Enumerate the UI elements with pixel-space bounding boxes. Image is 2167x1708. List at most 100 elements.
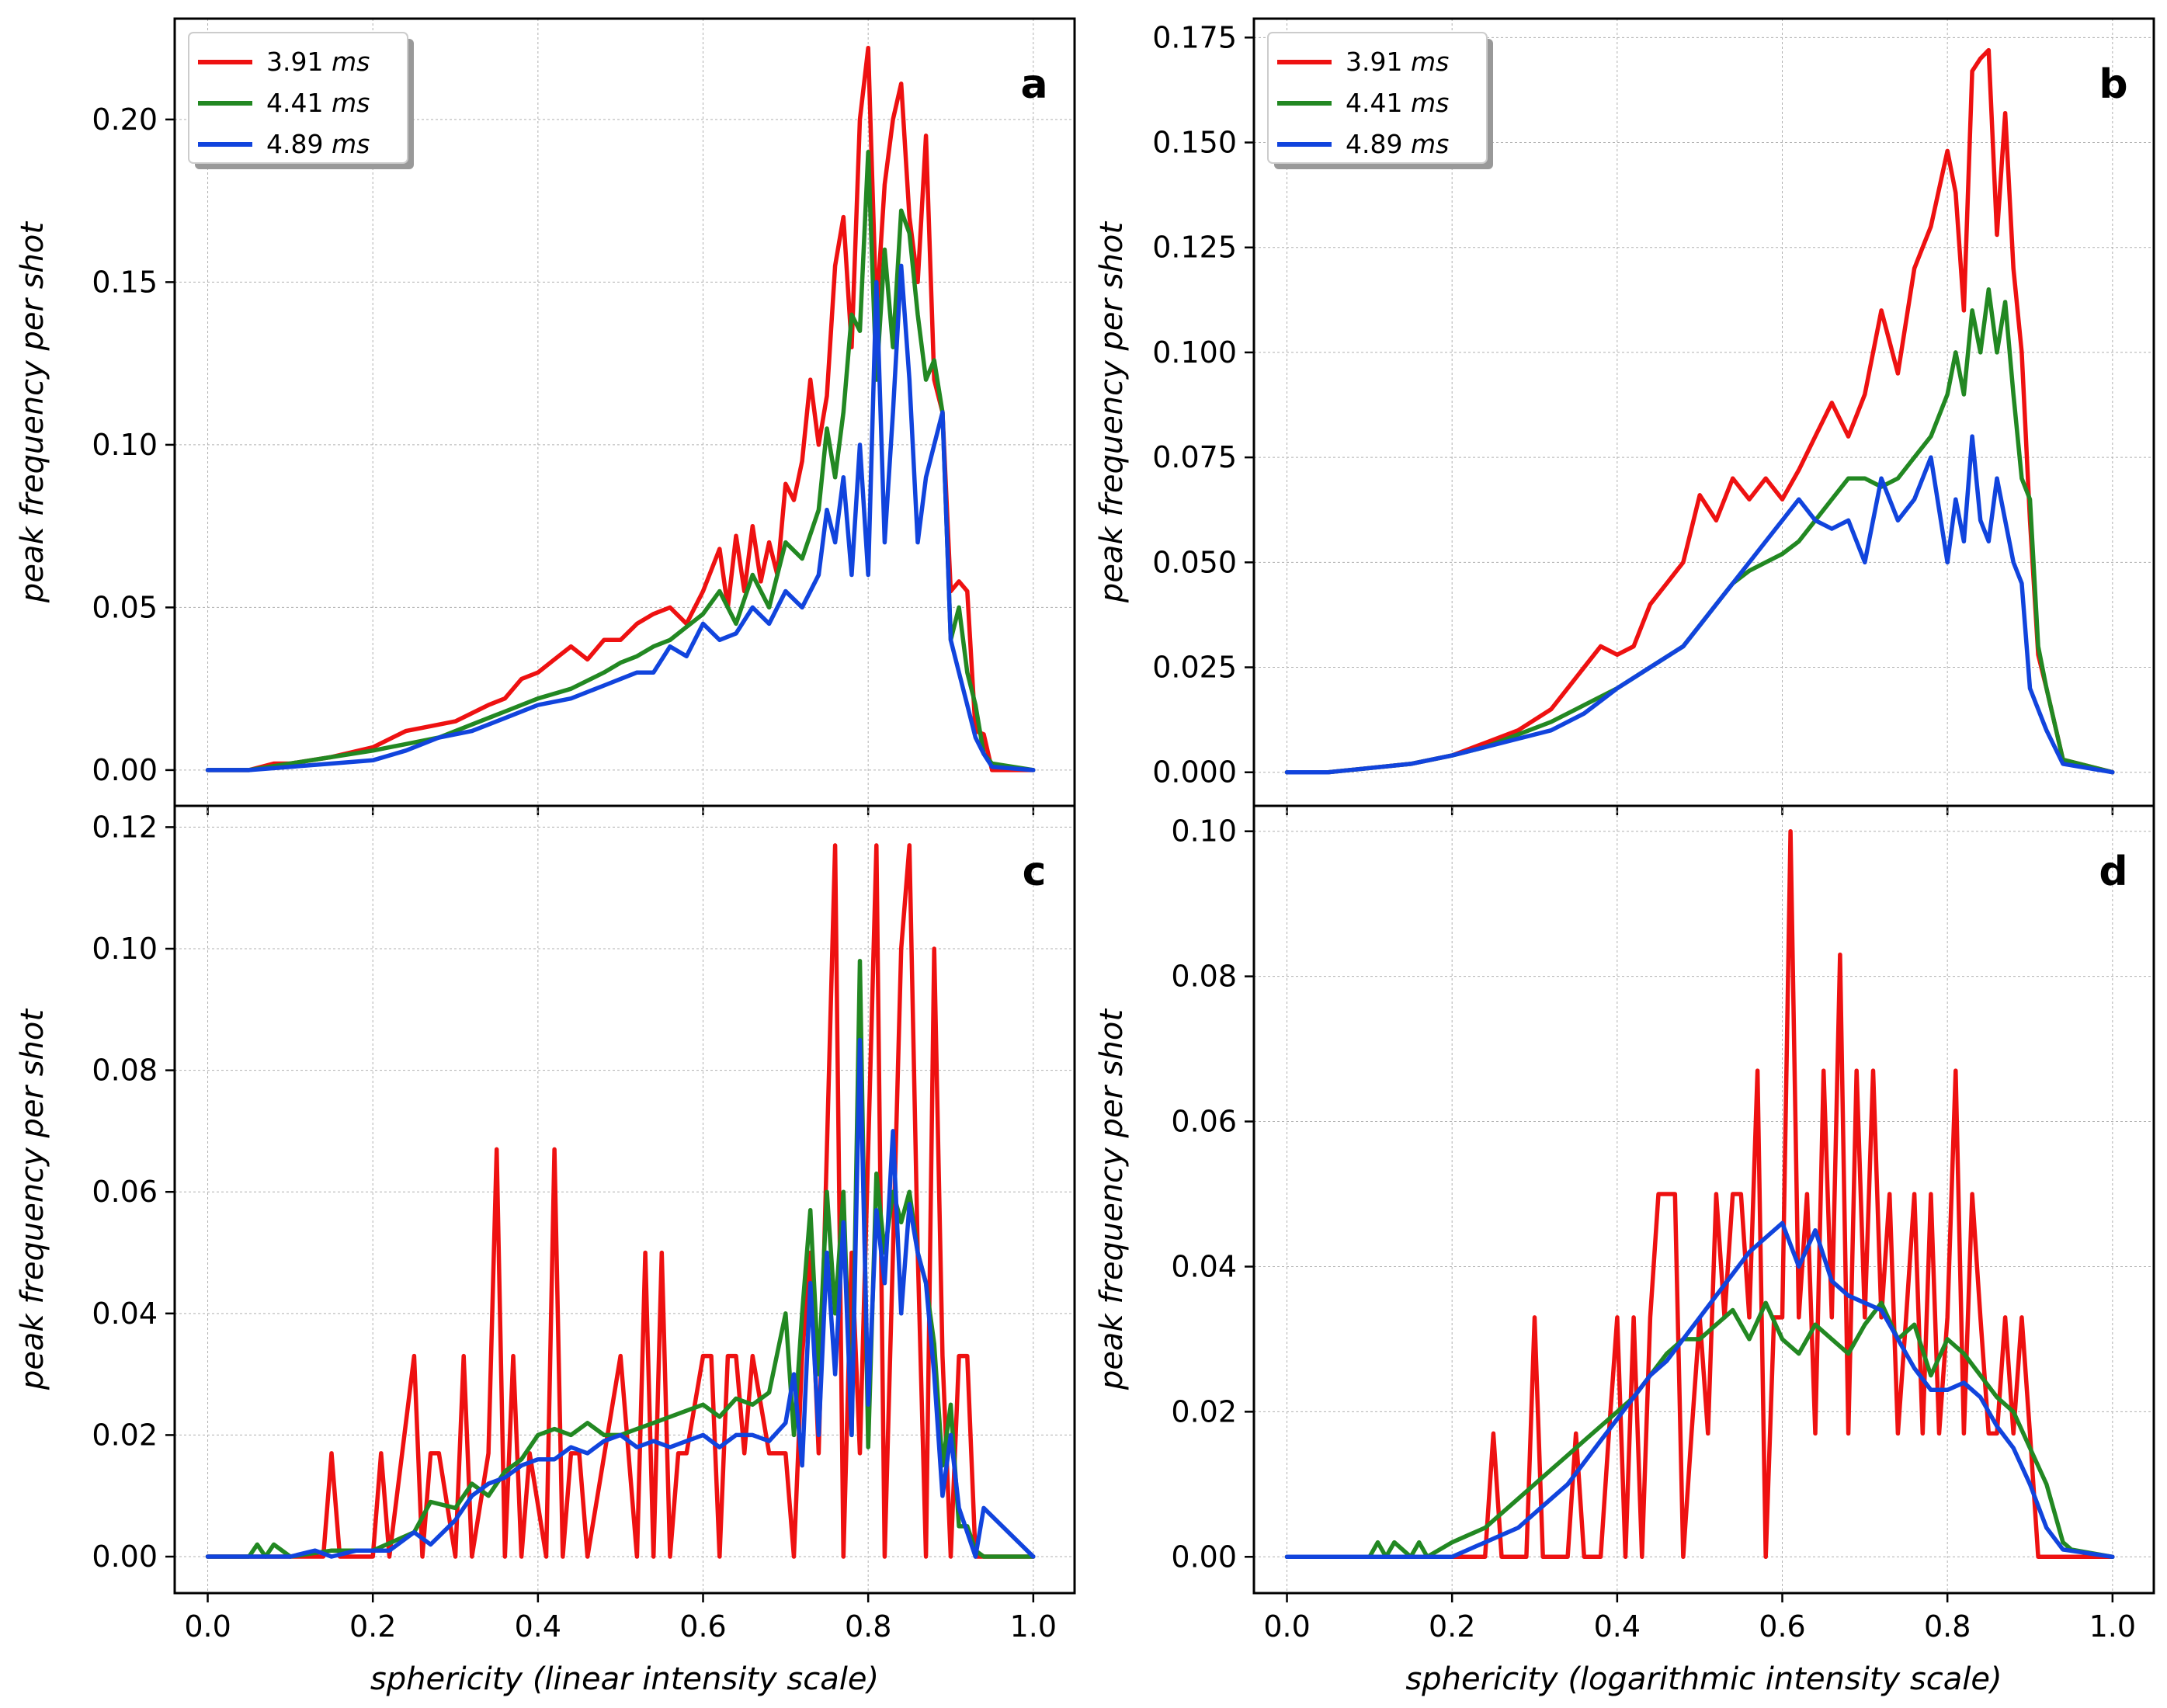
panel-b-series-line-0 (1284, 47, 2115, 775)
panel-b-ytick-label-2: 0.050 (1152, 545, 1237, 579)
panel-a-ytick-label-4: 0.20 (92, 102, 158, 137)
panel-d-ytick-label-0: 0.00 (1171, 1540, 1237, 1574)
panel-a-series (205, 45, 1036, 772)
panel-c-ytick-label-1: 0.02 (92, 1418, 158, 1452)
panel-a-series-line-1 (205, 150, 1036, 772)
panel-a-letter: a (1020, 61, 1047, 108)
panel-a-ytick-label-1: 0.05 (92, 590, 158, 624)
panel-d-series-line-0 (1284, 828, 2115, 1560)
legend-unit: ms (1411, 47, 1449, 77)
panel-d-xlabel: sphericity (logarithmic intensity scale) (1405, 1661, 2002, 1697)
legend-unit: ms (332, 47, 370, 77)
panel-a-ytick-label-3: 0.15 (92, 265, 158, 299)
panel-b-ytick-label-6: 0.150 (1152, 126, 1237, 160)
panel-c-ytick-label-0: 0.00 (92, 1540, 158, 1574)
panel-c-ytick-label-2: 0.04 (92, 1297, 158, 1331)
panel-b: 0.000 0.025 0.050 0.075 0.100 0.125 0.150 0.175… (1094, 17, 2155, 815)
legend-unit: ms (332, 88, 370, 118)
legend-unit: ms (332, 129, 370, 159)
panel-b-ytick-label-1: 0.025 (1152, 651, 1237, 685)
panel-d-xtick-label-3: 0.6 (1759, 1609, 1805, 1644)
panel-d-ytick-label-3: 0.06 (1171, 1105, 1237, 1139)
panel-d-yticks: 0.00 0.02 0.04 0.06 0.08 0.10 (1171, 814, 1254, 1574)
panel-b-legend-label-0: 3.91 ms (1346, 47, 1449, 77)
legend-number: 4.89 (1346, 129, 1411, 159)
panel-d-letter: d (2099, 849, 2127, 895)
panel-b-series-line-2 (1284, 434, 2115, 775)
panel-b-legend-box (1267, 32, 1488, 164)
panel-a-series-line-2 (205, 263, 1036, 772)
panel-a-legend-label-0: 3.91 ms (266, 47, 370, 77)
panel-b-legend-label-2: 4.89 ms (1346, 129, 1449, 159)
panel-a-ytick-label-0: 0.00 (92, 753, 158, 787)
legend-unit: ms (1411, 129, 1449, 159)
panel-c-ylabel: peak frequency per shot (15, 1008, 50, 1390)
panel-c-ytick-label-4: 0.08 (92, 1054, 158, 1088)
panel-b-legend: 3.91 ms4.41 ms4.89 ms (1267, 32, 1493, 169)
panel-c-xticks: 0.0 0.2 0.4 0.6 0.8 1.0 (184, 1593, 1057, 1644)
legend-number: 3.91 (266, 47, 332, 77)
panel-a: 0.00 0.05 0.10 0.15 0.20 peak frequency per … (15, 17, 1076, 815)
panel-d-series-line-1 (1284, 1300, 2115, 1560)
legend-number: 4.89 (266, 129, 332, 159)
panel-a-yticks: 0.00 0.05 0.10 0.15 0.20 (92, 102, 175, 787)
panel-a-ytick-label-2: 0.10 (92, 428, 158, 462)
panel-c-xtick-label-0: 0.0 (184, 1609, 231, 1644)
panel-c-xtick-label-3: 0.6 (679, 1609, 726, 1644)
panel-c-xtick-label-4: 0.8 (845, 1609, 891, 1644)
panel-d-ytick-label-5: 0.10 (1171, 814, 1237, 849)
panel-c-frame (173, 804, 1076, 1595)
legend-number: 4.41 (1346, 88, 1411, 118)
panel-d-grid (1254, 806, 2154, 1593)
panel-d-series (1284, 828, 2115, 1560)
panel-c-xtick-label-2: 0.4 (515, 1609, 561, 1644)
panel-c: 0.000.020.040.060.080.100.12 0.0 0.2 0.4 0.… (15, 804, 1076, 1697)
panel-b-letter: b (2099, 61, 2127, 108)
legend-number: 4.41 (266, 88, 332, 118)
panel-b-ytick-label-0: 0.000 (1152, 755, 1237, 790)
panel-b-ylabel: peak frequency per shot (1094, 221, 1130, 603)
panel-d-ytick-label-4: 0.08 (1171, 960, 1237, 994)
panel-a-legend-box (188, 32, 408, 164)
panel-b-yticks: 0.000 0.025 0.050 0.075 0.100 0.125 0.150 0.175 (1152, 20, 1254, 790)
panel-a-legend-label-1: 4.41 ms (266, 88, 370, 118)
panel-d-ytick-label-1: 0.02 (1171, 1394, 1237, 1429)
panel-b-ytick-label-3: 0.075 (1152, 440, 1237, 474)
panel-b-ytick-label-4: 0.100 (1152, 335, 1237, 370)
panel-c-yticks: 0.00 0.02 0.04 0.06 0.08 0.10 0.12 (92, 810, 175, 1574)
panel-d-xtick-label-2: 0.4 (1594, 1609, 1641, 1644)
panel-a-legend-label-2: 4.89 ms (266, 129, 370, 159)
panel-b-legend-label-1: 4.41 ms (1346, 88, 1449, 118)
panel-b-series (1284, 47, 2115, 775)
panel-c-series (205, 843, 1036, 1559)
panel-c-series-line-2 (205, 1037, 1036, 1559)
panel-b-series-line-1 (1284, 287, 2115, 775)
panel-d-xtick-label-4: 0.8 (1924, 1609, 1971, 1644)
panel-d-frame (1252, 804, 2155, 1595)
panel-c-xtick-label-5: 1.0 (1010, 1609, 1057, 1644)
panel-d-xticks: 0.0 0.2 0.4 0.6 0.8 1.0 (1263, 1593, 2136, 1644)
panel-b-ytick-label-7: 0.175 (1152, 20, 1237, 54)
panel-c-ytick-label-5: 0.10 (92, 932, 158, 966)
panel-d-xtick-label-1: 0.2 (1429, 1609, 1475, 1644)
panel-c-series-line-0 (205, 843, 1036, 1559)
panel-d-xtick-label-0: 0.0 (1263, 1609, 1310, 1644)
panel-c-xlabel: sphericity (linear intensity scale) (370, 1661, 879, 1697)
panel-d-ylabel: peak frequency per shot (1094, 1008, 1130, 1390)
panel-c-letter: c (1023, 849, 1047, 895)
panel-a-legend: 3.91 ms4.41 ms4.89 ms (188, 32, 414, 169)
legend-unit: ms (1411, 88, 1449, 118)
panel-c-ytick-label-3: 0.06 (92, 1175, 158, 1209)
panel-d: 0.00 0.02 0.04 0.06 0.08 0.10 0.0 0.2 0.4 0.6 0.8… (1094, 804, 2155, 1697)
panel-a-ylabel: peak frequency per shot (15, 221, 50, 603)
panel-d-series-line-2 (1284, 1220, 2115, 1560)
panel-b-ytick-label-5: 0.125 (1152, 231, 1237, 265)
panel-c-ytick-label-6: 0.12 (92, 810, 158, 844)
legend-number: 3.91 (1346, 47, 1411, 77)
panel-a-series-line-0 (205, 45, 1036, 772)
panel-d-ytick-label-2: 0.04 (1171, 1249, 1237, 1283)
panel-c-xtick-label-1: 0.2 (349, 1609, 396, 1644)
panel-d-xtick-label-5: 1.0 (2089, 1609, 2136, 1644)
